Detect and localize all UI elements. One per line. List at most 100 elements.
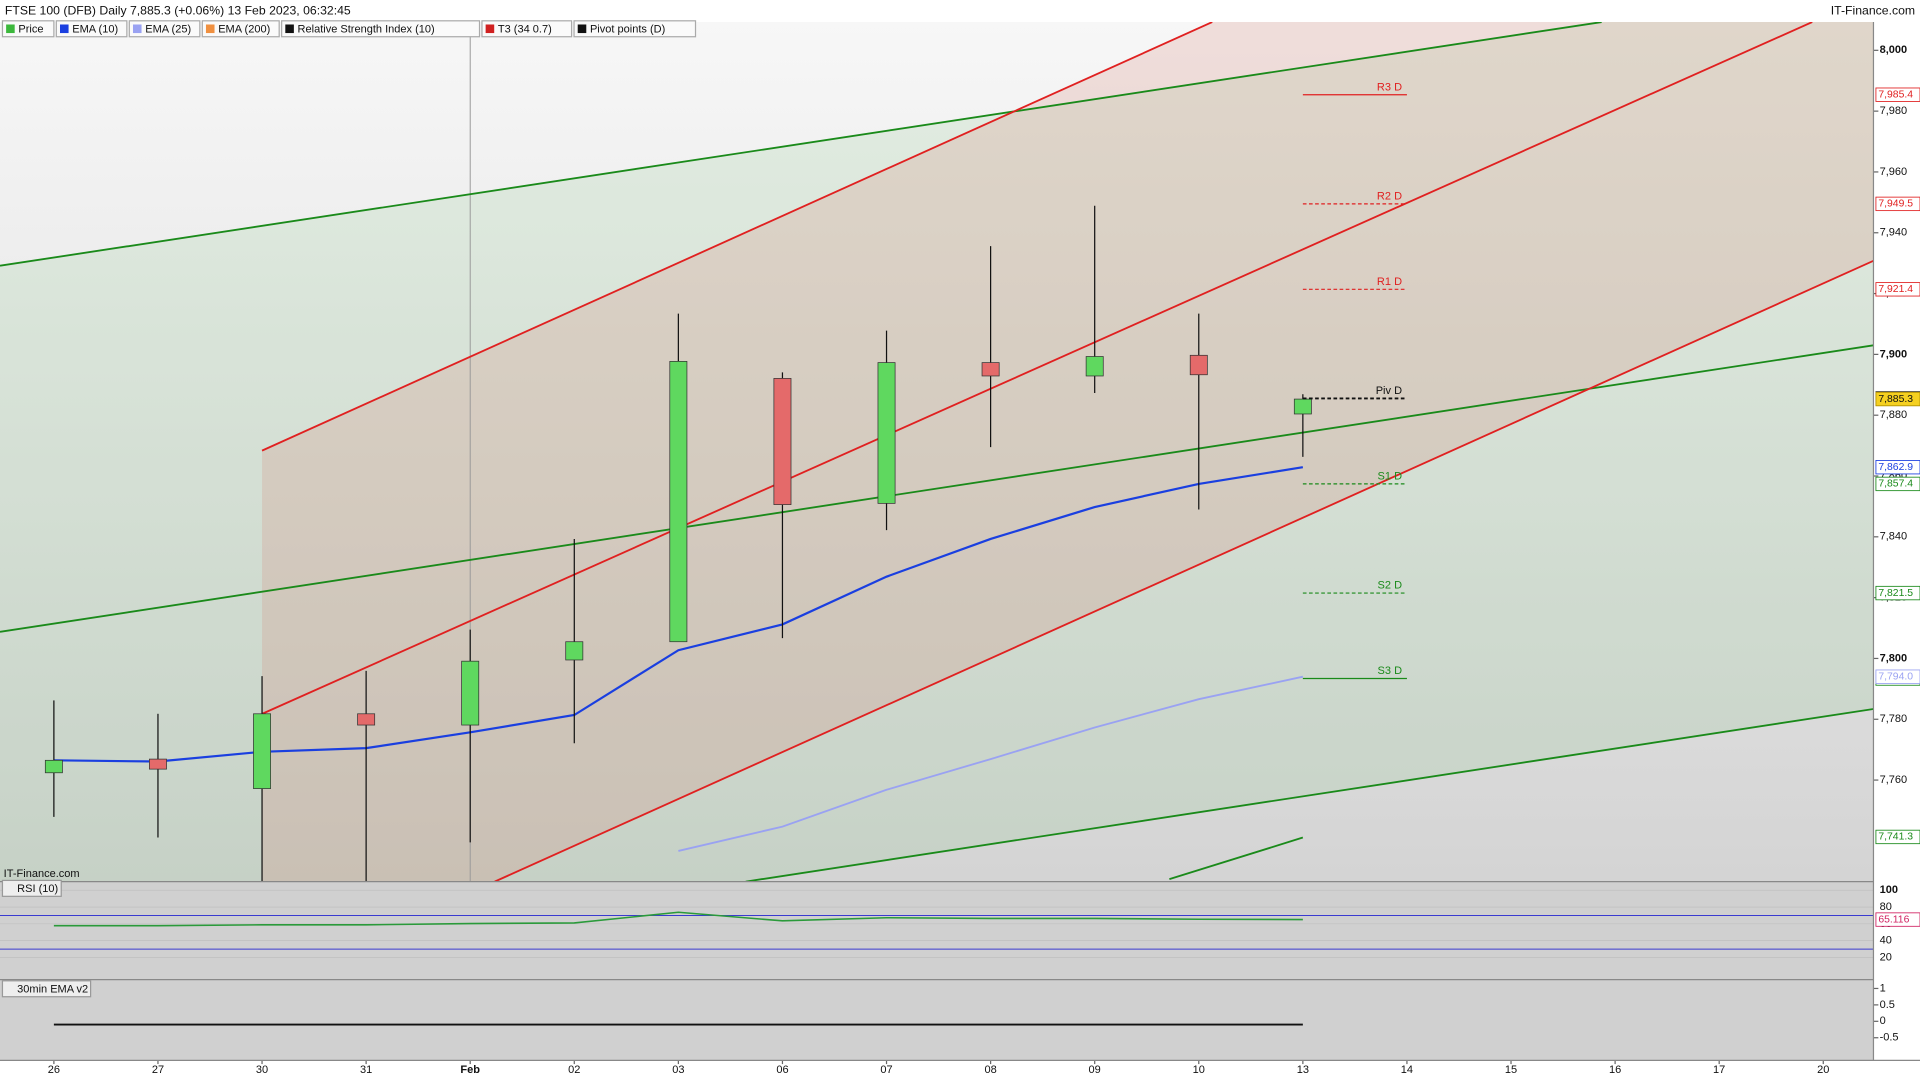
trend-line bbox=[745, 708, 1874, 882]
pivot-name: S1 D bbox=[1378, 470, 1403, 482]
candle-body bbox=[981, 362, 1000, 377]
rsi-tick-label: 40 bbox=[1880, 935, 1892, 947]
price-tag-label: 7,862.9 bbox=[1878, 462, 1913, 473]
x-tick-label: 17 bbox=[1713, 1064, 1725, 1076]
legend-item bbox=[573, 20, 697, 38]
x-tick-label: 07 bbox=[880, 1064, 892, 1076]
candle-body bbox=[44, 759, 63, 774]
trend-line bbox=[261, 22, 1813, 715]
ema25-line bbox=[678, 675, 1304, 852]
price-tag bbox=[1875, 196, 1920, 212]
price-tag bbox=[1875, 476, 1920, 492]
x-tick-label: 20 bbox=[1817, 1064, 1829, 1076]
y-tick-label: 7,800 bbox=[1880, 652, 1908, 664]
candle-body bbox=[461, 660, 480, 726]
price-tag-label: 7,985.4 bbox=[1878, 89, 1913, 100]
price-tag bbox=[1875, 282, 1920, 297]
candle-body bbox=[1085, 356, 1104, 377]
rsi-tick-label: 80 bbox=[1880, 901, 1892, 913]
price-tag bbox=[1875, 391, 1920, 407]
x-tick-label: 26 bbox=[48, 1064, 60, 1076]
x-tick-label: 30 bbox=[256, 1064, 268, 1076]
legend-item bbox=[55, 20, 128, 38]
legend-swatch bbox=[6, 24, 15, 34]
price-tag-label: 7,741.3 bbox=[1878, 832, 1913, 843]
pivot-name: S3 D bbox=[1378, 665, 1403, 677]
y-tick-label: 7,840 bbox=[1880, 531, 1908, 543]
pivot-name: S2 D bbox=[1378, 580, 1403, 592]
rsi-tag-label: 65.116 bbox=[1878, 914, 1909, 925]
legend-item bbox=[1, 20, 55, 38]
price-tag bbox=[1875, 87, 1920, 102]
legend-item bbox=[201, 20, 280, 38]
candle-body bbox=[565, 641, 584, 661]
y-tick-label: 7,780 bbox=[1880, 713, 1908, 725]
legend-label: EMA (10) bbox=[72, 23, 118, 35]
candle-body bbox=[1293, 398, 1312, 415]
osc-tick-label: -0.5 bbox=[1880, 1032, 1899, 1044]
legend-swatch bbox=[132, 24, 142, 34]
x-tick-label: 02 bbox=[568, 1064, 580, 1076]
rsi-title: RSI (10) bbox=[17, 883, 58, 895]
candle-body bbox=[773, 378, 792, 505]
rsi-tag bbox=[1875, 912, 1920, 927]
x-tick-label: 10 bbox=[1193, 1064, 1205, 1076]
rsi-line bbox=[53, 911, 1303, 927]
osc-tick-label: 0 bbox=[1880, 1015, 1886, 1027]
y-tick-label: 8,000 bbox=[1880, 44, 1908, 56]
rsi-tick-label: 100 bbox=[1880, 884, 1898, 896]
trend-line bbox=[494, 259, 1874, 882]
legend-item bbox=[481, 20, 573, 38]
rsi-tick-label: 20 bbox=[1880, 951, 1892, 963]
t3-line bbox=[1169, 836, 1304, 881]
price-tag bbox=[1875, 585, 1920, 601]
price-tag-label: 7,821.5 bbox=[1878, 588, 1913, 599]
overlay: 7,7607,7807,8007,8207,8407,8607,8807,900… bbox=[0, 44, 1920, 1076]
legend-swatch bbox=[60, 24, 69, 34]
price-tag-label: 7,885.3 bbox=[1878, 394, 1913, 405]
x-tick-label: 15 bbox=[1505, 1064, 1517, 1076]
candle-body bbox=[669, 361, 688, 643]
candle-body bbox=[253, 713, 271, 789]
legend-label: T3 (34 0.7) bbox=[498, 23, 552, 35]
osc-tick-label: 1 bbox=[1880, 982, 1886, 994]
x-tick-label: 09 bbox=[1089, 1064, 1101, 1076]
trend-line bbox=[261, 22, 1213, 452]
price-tag-label: 7,794.0 bbox=[1878, 671, 1913, 682]
trend-line bbox=[0, 344, 1874, 633]
price-tag bbox=[1875, 669, 1920, 684]
legend-item bbox=[128, 20, 201, 38]
main-panel bbox=[0, 22, 1874, 882]
legend-label: EMA (25) bbox=[145, 23, 191, 35]
trend-line bbox=[0, 22, 1602, 267]
candle-body bbox=[357, 713, 376, 726]
chart-title: FTSE 100 (DFB) Daily 7,885.3 (+0.06%) 13… bbox=[5, 3, 351, 17]
price-tag bbox=[1875, 829, 1920, 845]
legend-label: EMA (200) bbox=[218, 23, 270, 35]
legend-swatch bbox=[577, 24, 587, 34]
y-tick-label: 7,980 bbox=[1880, 105, 1908, 117]
price-tag-label: 7,857.4 bbox=[1878, 479, 1913, 490]
y-tick-label: 7,860 bbox=[1880, 470, 1908, 482]
y-tick-label: 7,900 bbox=[1880, 348, 1908, 360]
price-layer bbox=[44, 205, 1312, 882]
site-name: IT-Finance.com bbox=[1831, 3, 1915, 17]
legend-swatch bbox=[205, 24, 215, 34]
price-tag-label: 7,949.5 bbox=[1878, 199, 1913, 210]
x-tick-label: 08 bbox=[984, 1064, 996, 1076]
legend-swatch bbox=[485, 24, 495, 34]
price-tag-label: 7,921.4 bbox=[1878, 284, 1913, 295]
pivot-name: R2 D bbox=[1377, 190, 1402, 202]
x-tick-label: Feb bbox=[460, 1064, 480, 1076]
candle-body bbox=[1189, 354, 1208, 376]
osc-panel bbox=[0, 979, 1874, 1061]
price-tag bbox=[1875, 460, 1920, 475]
legend-label: Relative Strength Index (10) bbox=[298, 23, 435, 35]
x-tick-label: 27 bbox=[152, 1064, 164, 1076]
pivot-name: R3 D bbox=[1377, 81, 1402, 93]
legend-item bbox=[281, 20, 481, 38]
y-tick-label: 7,760 bbox=[1880, 774, 1908, 786]
x-tick-label: 14 bbox=[1401, 1064, 1413, 1076]
